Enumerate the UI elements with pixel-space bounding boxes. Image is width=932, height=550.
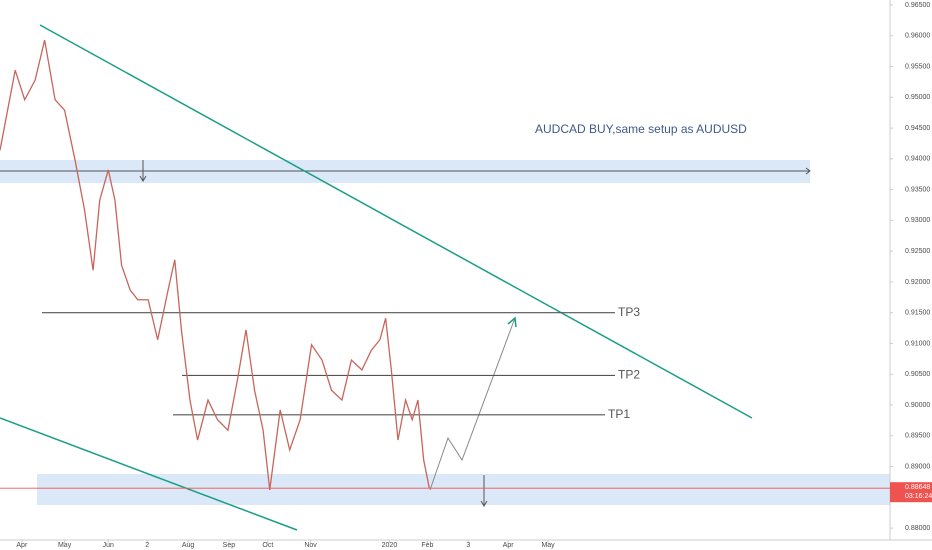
y-tick-label: 0.94500 (905, 125, 930, 132)
x-tick-label: 2 (145, 542, 149, 549)
y-tick-label: 0.89500 (905, 433, 930, 440)
x-tick-label: Apr (16, 542, 28, 549)
x-tick-label: Nov (304, 542, 317, 549)
y-tick-label: 0.88000 (905, 525, 930, 532)
arrow (139, 175, 147, 182)
trend-line (39, 24, 753, 419)
price-line (0, 39, 430, 490)
tp-label: TP3 (618, 305, 640, 319)
last-price-label: 0.88648 (905, 484, 930, 491)
y-tick-label: 0.91000 (905, 340, 930, 347)
x-tick-label: Oct (262, 542, 273, 549)
y-tick-label: 0.92500 (905, 248, 930, 255)
y-tick-label: 0.94000 (905, 156, 930, 163)
y-tick-label: 0.96000 (905, 33, 930, 40)
x-tick-label: Aug (182, 542, 195, 549)
y-tick-label: 0.96500 (905, 2, 930, 9)
y-tick-label: 0.95000 (905, 94, 930, 101)
tp-label: TP1 (608, 407, 630, 421)
projection (429, 317, 516, 491)
y-tick-label: 0.95500 (905, 63, 930, 70)
x-tick-label: Sep (223, 542, 236, 549)
x-tick-label: Apr (503, 542, 515, 549)
y-tick-label: 0.93500 (905, 186, 930, 193)
zone-lower (37, 474, 890, 505)
tp-label: TP2 (618, 368, 640, 382)
arrow (805, 167, 811, 175)
x-tick-label: 3 (466, 542, 470, 549)
y-tick-label: 0.90500 (905, 371, 930, 378)
x-tick-label: May (58, 542, 72, 549)
trend-line (0, 417, 298, 531)
arrow-head (507, 316, 517, 328)
x-tick-label: Jun (103, 542, 114, 549)
countdown: 03:16:24 (905, 493, 932, 500)
x-tick-label: May (541, 542, 555, 549)
x-tick-label: Feb (421, 542, 433, 549)
x-tick-label: 2020 (382, 542, 398, 549)
last-price-box (890, 482, 932, 503)
y-tick-label: 0.90000 (905, 402, 930, 409)
annotation: AUDCAD BUY,same setup as AUDUSD (535, 122, 747, 136)
y-tick-label: 0.93000 (905, 217, 930, 224)
y-tick-label: 0.92000 (905, 279, 930, 286)
y-tick-label: 0.91500 (905, 310, 930, 317)
arrow (480, 500, 488, 507)
y-tick-label: 0.89000 (905, 463, 930, 470)
